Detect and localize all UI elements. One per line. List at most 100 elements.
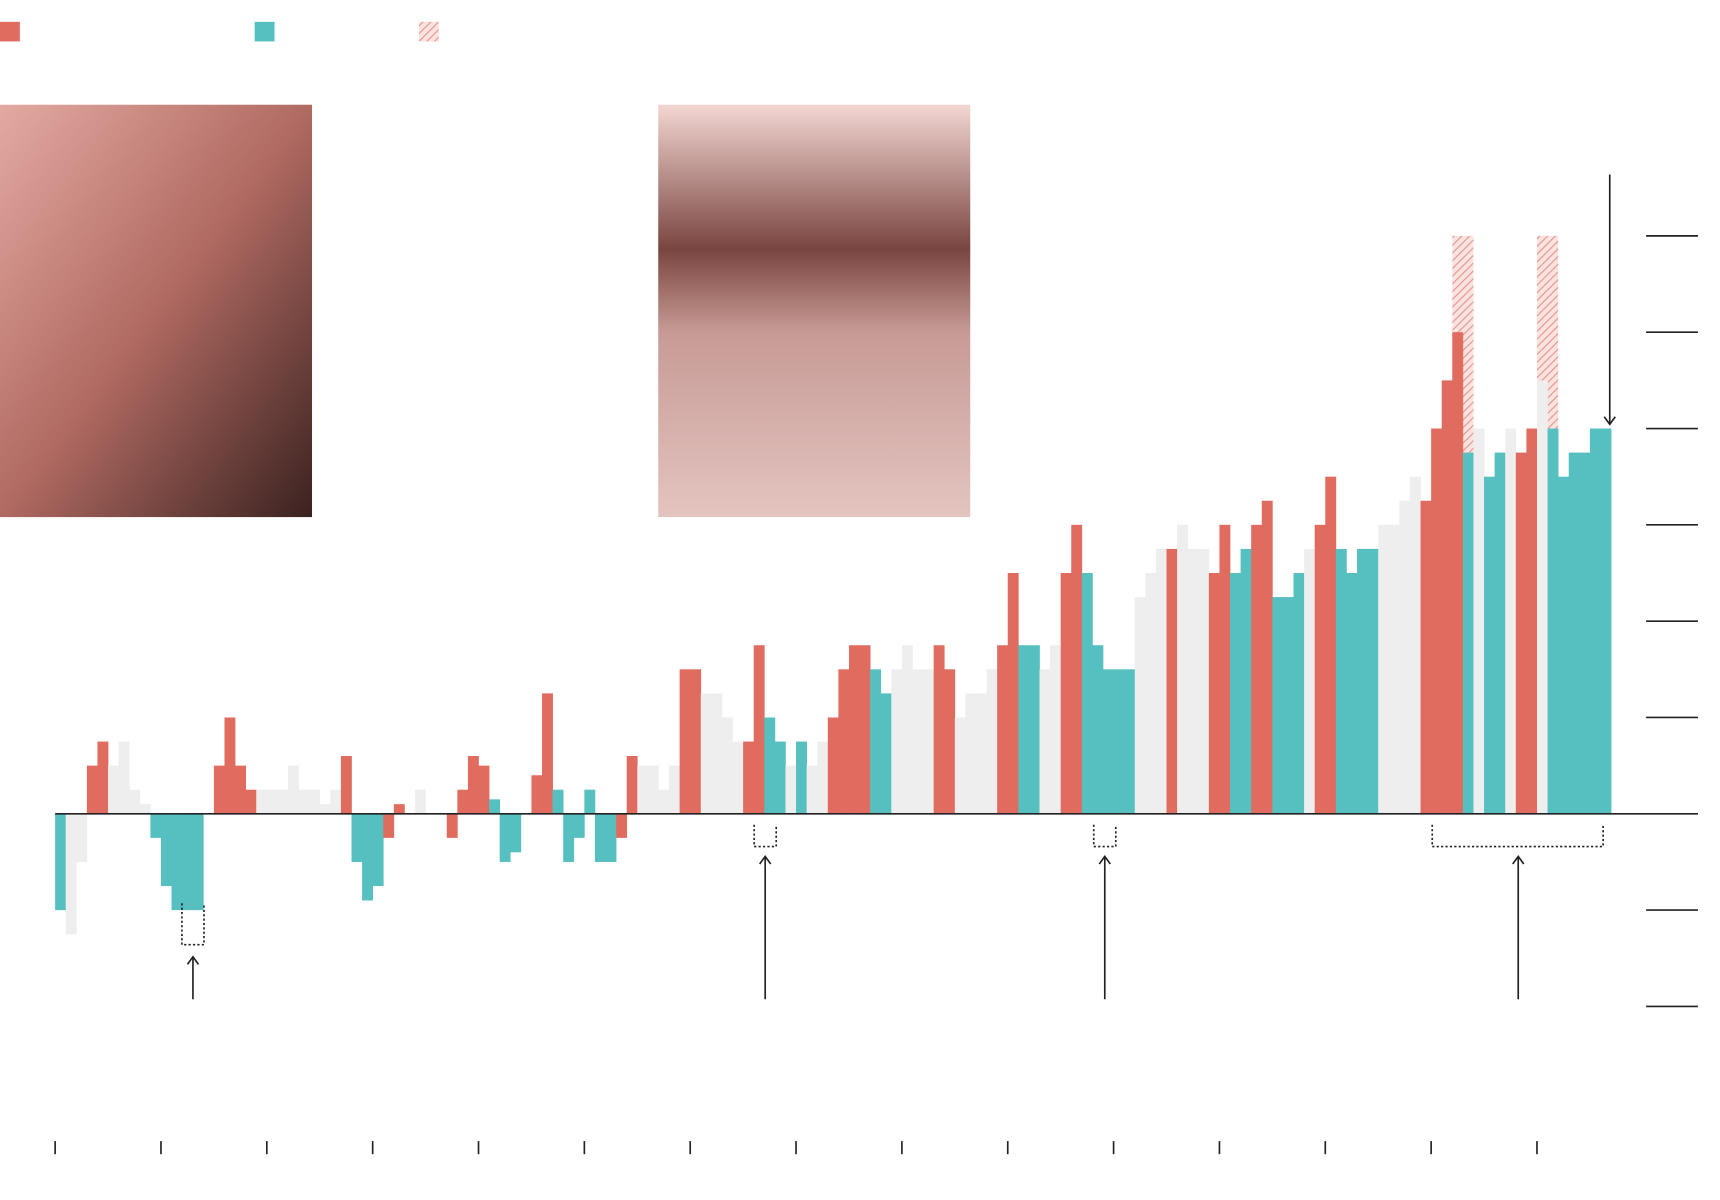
bar <box>1293 572 1305 814</box>
bar <box>901 645 913 814</box>
bar <box>446 813 458 838</box>
bar <box>467 756 479 814</box>
bar <box>954 717 966 814</box>
bar <box>150 813 162 838</box>
bar <box>785 765 797 814</box>
bar <box>1187 548 1199 814</box>
bar <box>1452 332 1464 814</box>
bar <box>160 813 172 887</box>
bar <box>1526 428 1538 814</box>
bar <box>65 813 77 935</box>
bar <box>55 813 67 911</box>
bar <box>1134 597 1146 814</box>
bar <box>457 789 469 814</box>
bar <box>626 756 638 814</box>
bar <box>298 789 310 814</box>
bar <box>1579 452 1591 814</box>
arrow <box>186 955 200 1000</box>
bracket <box>181 903 205 946</box>
bar <box>86 765 98 814</box>
bar <box>319 804 331 814</box>
bar <box>192 813 204 911</box>
bar <box>732 741 744 814</box>
plot <box>54 235 1698 1155</box>
bar <box>383 813 395 838</box>
bar <box>108 765 119 814</box>
bar <box>997 645 1009 814</box>
bar <box>1494 452 1506 814</box>
bar <box>1314 524 1326 814</box>
bar <box>1568 452 1580 814</box>
bar <box>393 804 405 814</box>
bar <box>1378 524 1390 814</box>
bar <box>287 765 299 814</box>
legend-swatch <box>0 21 20 42</box>
bar <box>1335 548 1347 814</box>
bar <box>171 813 183 911</box>
bar <box>870 669 882 814</box>
bar <box>573 813 585 838</box>
bar <box>531 775 543 814</box>
bar <box>213 765 225 814</box>
bar <box>975 693 987 814</box>
bar <box>97 741 109 814</box>
bar <box>944 669 956 814</box>
bar <box>1409 476 1421 814</box>
bar <box>584 789 596 814</box>
bracket <box>753 824 778 848</box>
bar <box>1388 524 1400 814</box>
arrow <box>758 854 772 1000</box>
bar <box>912 669 924 814</box>
bar <box>848 645 860 814</box>
bar <box>330 789 342 814</box>
bar <box>965 693 977 814</box>
bar <box>510 813 522 853</box>
bar <box>1018 645 1030 814</box>
bar <box>1558 476 1570 814</box>
bar <box>1198 548 1210 814</box>
bar <box>1092 645 1104 814</box>
bar <box>182 813 194 911</box>
bar <box>880 693 892 814</box>
bar <box>1208 572 1220 814</box>
bar <box>563 813 575 862</box>
arrow <box>1603 174 1616 426</box>
bar <box>1431 428 1443 814</box>
bar <box>489 799 501 814</box>
bar <box>235 765 246 814</box>
bar <box>1547 428 1559 814</box>
bar <box>1145 572 1157 814</box>
bar <box>1261 500 1273 814</box>
bar <box>711 693 723 814</box>
bar <box>309 789 321 814</box>
bar <box>1272 597 1284 814</box>
arrow <box>1512 854 1525 1000</box>
bar <box>796 741 807 814</box>
bar <box>1007 572 1019 814</box>
bar <box>415 789 426 814</box>
bar <box>647 765 659 814</box>
bar <box>764 717 776 814</box>
bar <box>679 669 691 814</box>
bar <box>891 669 903 814</box>
bar <box>1113 669 1125 814</box>
bar <box>753 645 765 814</box>
bar <box>245 789 257 814</box>
bar <box>1589 428 1601 814</box>
bar <box>1367 548 1379 814</box>
bar <box>542 693 553 814</box>
bar <box>1357 548 1368 814</box>
bar <box>1282 597 1294 814</box>
bar <box>1081 572 1093 814</box>
bar <box>1240 548 1252 814</box>
bar <box>1124 669 1136 814</box>
legend-swatch <box>254 21 275 42</box>
bar <box>277 789 289 814</box>
bar <box>1515 452 1527 814</box>
bar <box>1325 476 1337 814</box>
bar <box>923 669 934 814</box>
bar <box>478 765 490 814</box>
bar <box>616 813 628 838</box>
bar <box>1028 645 1040 814</box>
